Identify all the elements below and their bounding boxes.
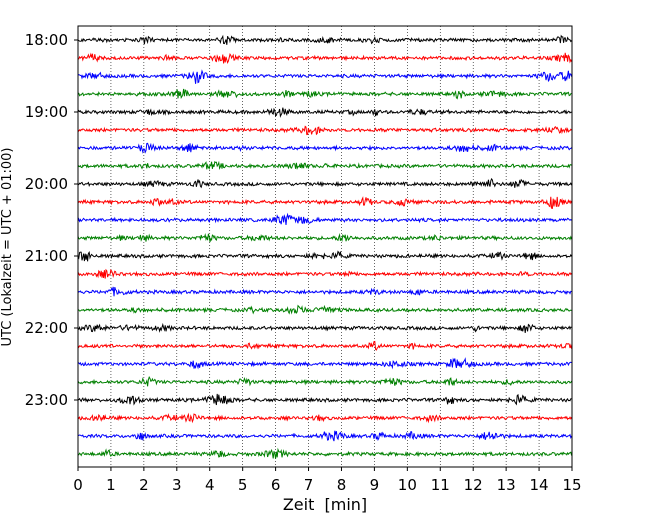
y-tick-label: 21:00 <box>25 247 68 265</box>
y-tick-label: 20:00 <box>25 175 68 193</box>
trace-line <box>77 232 573 243</box>
x-tick-label: 7 <box>304 476 314 494</box>
trace-line <box>77 34 572 45</box>
trace-line <box>77 375 573 387</box>
x-axis-ticks: 0 1 2 3 4 5 6 7 8 9 10 11 12 13 14 15 <box>73 467 582 494</box>
trace-line <box>77 177 573 189</box>
x-tick-label: 2 <box>139 476 149 494</box>
trace-line <box>77 357 572 370</box>
x-tick-label: 6 <box>271 476 281 494</box>
trace-line <box>77 430 573 442</box>
trace-line <box>77 88 572 100</box>
trace-line <box>77 52 573 64</box>
trace-line <box>77 142 572 154</box>
trace-line <box>77 107 572 118</box>
trace-line <box>77 340 573 351</box>
trace-line <box>77 393 572 406</box>
x-tick-label: 11 <box>431 476 450 494</box>
trace-line <box>77 250 573 262</box>
x-tick-label: 4 <box>205 476 215 494</box>
x-tick-label: 10 <box>398 476 417 494</box>
x-tick-label: 0 <box>73 476 83 494</box>
seismic-traces <box>77 34 573 459</box>
trace-line <box>77 125 572 136</box>
y-axis-label: UTC (Lokalzeit = UTC + 01:00) <box>0 148 15 347</box>
trace-line <box>77 212 572 226</box>
y-tick-label: 18:00 <box>25 31 68 49</box>
trace-line <box>77 268 572 279</box>
trace-line <box>77 304 572 315</box>
trace-line <box>77 286 572 297</box>
y-axis-ticks: 18:00 19:00 20:00 21:00 22:00 23:00 <box>25 31 78 409</box>
trace-line <box>77 196 573 209</box>
y-tick-label: 22:00 <box>25 319 68 337</box>
plot-frame <box>77 25 573 468</box>
trace-line <box>77 412 573 424</box>
x-tick-label: 15 <box>562 476 581 494</box>
x-tick-label: 1 <box>106 476 116 494</box>
x-tick-label: 13 <box>497 476 516 494</box>
x-tick-label: 3 <box>172 476 182 494</box>
trace-line <box>77 69 573 84</box>
x-tick-label: 14 <box>530 476 549 494</box>
x-tick-label: 5 <box>238 476 248 494</box>
x-tick-label: 8 <box>337 476 347 494</box>
y-tick-label: 23:00 <box>25 391 68 409</box>
trace-line <box>77 322 572 334</box>
trace-line <box>77 160 572 170</box>
x-tick-label: 9 <box>370 476 380 494</box>
x-axis-label: Zeit [min] <box>283 495 367 514</box>
x-tick-label: 12 <box>464 476 483 494</box>
y-tick-label: 19:00 <box>25 103 68 121</box>
trace-line <box>77 447 573 459</box>
